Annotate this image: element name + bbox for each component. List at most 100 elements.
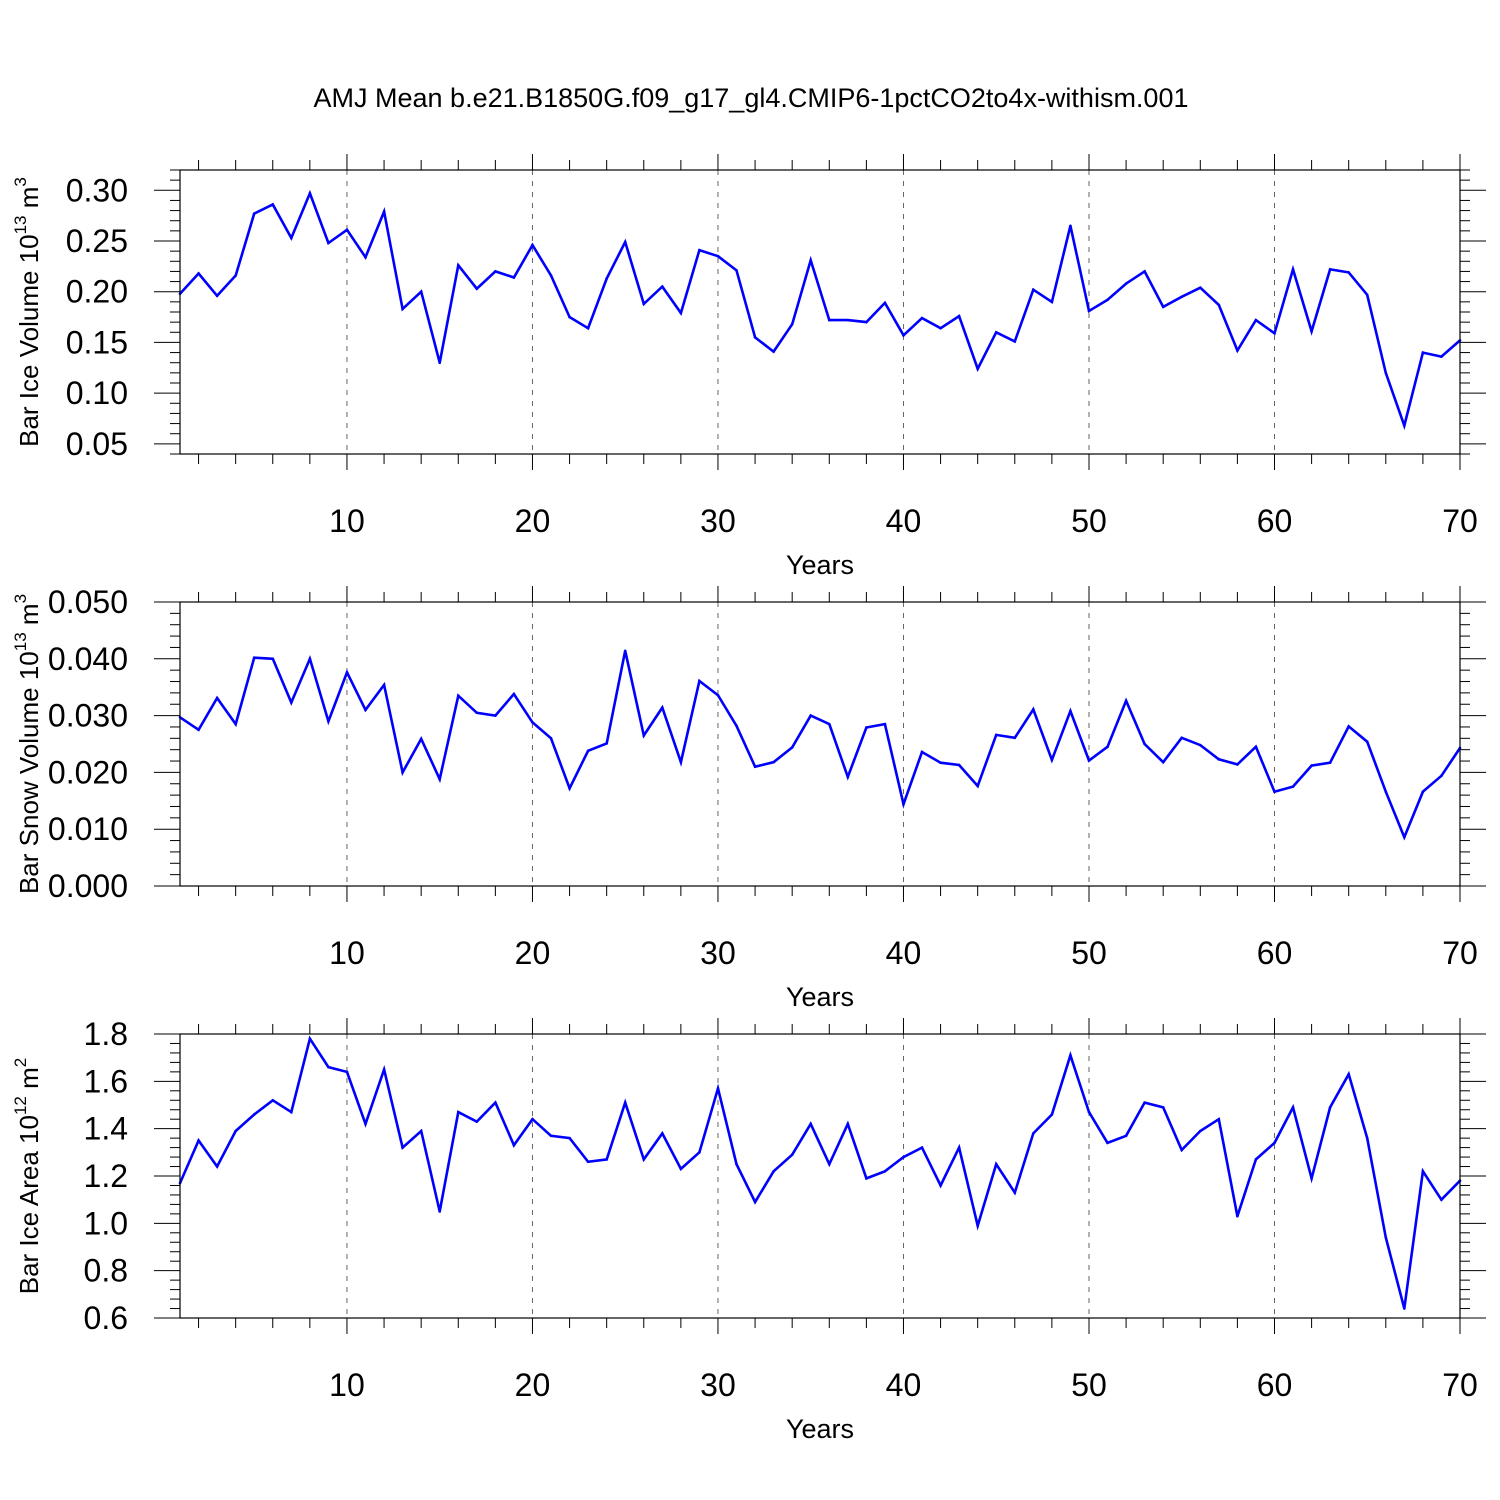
chart-1-labels: Years Bar Ice Volume 1013 m3	[11, 177, 854, 580]
chart-1-point	[531, 243, 534, 247]
chart-2-point	[939, 761, 942, 765]
chart-2-point	[883, 722, 887, 726]
chart-1-point	[661, 285, 664, 288]
chart-1-series-line	[179, 189, 1461, 431]
chart-1-point	[197, 272, 200, 275]
chart-2-point	[1310, 764, 1313, 767]
chart-1-point	[790, 322, 794, 326]
chart-2-xtick-label: 20	[515, 935, 551, 971]
chart-2-ytick-label: 0.010	[48, 811, 128, 847]
chart-2-ytick-label: 0.040	[48, 641, 128, 677]
chart-3-series	[178, 1035, 1462, 1310]
chart-3-point	[902, 1155, 905, 1159]
chart-2-point	[1069, 709, 1072, 713]
chart-2-point	[1198, 743, 1202, 747]
chart-3-point	[1384, 1236, 1388, 1239]
chart-1-point	[1198, 286, 1202, 289]
chart-2-point	[1254, 745, 1258, 749]
chart-1-point	[865, 320, 868, 324]
chart-3-point	[865, 1177, 868, 1180]
chart-2-point	[1143, 742, 1146, 746]
chart-1-point	[605, 277, 608, 280]
chart-1-point	[290, 236, 293, 240]
chart-3-labels: Years Bar Ice Area 1012 m2	[11, 1058, 854, 1444]
chart-1-point	[1421, 351, 1425, 354]
chart-1-point	[827, 318, 831, 322]
chart-3-point	[1106, 1141, 1109, 1145]
chart-2-point	[716, 693, 720, 697]
chart-2-point	[1403, 835, 1406, 839]
chart-3-point	[1180, 1148, 1184, 1152]
chart-3-point	[920, 1146, 924, 1149]
chart-3-point	[605, 1158, 608, 1161]
chart-3-point	[1403, 1307, 1406, 1310]
chart-3-ytick-label: 0.8	[84, 1253, 128, 1289]
chart-1-point	[679, 311, 683, 315]
chart-2-point	[790, 746, 794, 749]
chart-1-point	[846, 318, 850, 322]
chart-3-point	[1069, 1054, 1072, 1057]
chart-2-point	[438, 777, 442, 781]
chart-2-point	[623, 649, 627, 653]
chart-2-point	[271, 657, 275, 661]
chart-1-point	[1013, 340, 1017, 343]
chart-1-xlabel: Years	[786, 550, 854, 580]
chart-2-point	[549, 737, 553, 740]
chart-2-point	[215, 696, 219, 700]
chart-2-point	[976, 784, 979, 788]
chart-1-point	[1384, 371, 1388, 375]
chart-1-xtick-label: 60	[1257, 503, 1293, 539]
chart-3-point	[1310, 1177, 1313, 1180]
chart-2-point	[957, 763, 961, 767]
chart-1-point	[512, 276, 516, 279]
chart-2-point	[920, 750, 924, 754]
chart-3-point	[698, 1151, 701, 1154]
chart-1-point	[1440, 355, 1443, 358]
chart-3-point	[1291, 1106, 1295, 1109]
chart-1-gridlines	[346, 170, 1275, 454]
chart-3-point	[846, 1122, 850, 1126]
chart-2-point	[234, 722, 237, 726]
chart-1-point	[994, 330, 998, 334]
panels: 10 20 30 40 50 60 700.050.100.150.200.250.30Ye…	[11, 154, 1486, 1444]
chart-1-point	[1328, 268, 1332, 271]
chart-1-point	[716, 254, 720, 258]
chart-2-point	[772, 760, 775, 764]
chart-1-point	[920, 316, 924, 320]
chart-2-point	[1421, 790, 1425, 794]
chart-3-xlabel: Years	[786, 1414, 854, 1444]
chart-3-ytick-label: 1.0	[84, 1205, 128, 1241]
chart-2-point	[1013, 736, 1017, 740]
chart-1-plot-frame	[179, 169, 1461, 455]
chart-2-point	[252, 656, 256, 659]
chart-2-point	[327, 719, 330, 723]
chart-3-point	[512, 1143, 516, 1147]
chart-2-point	[1347, 725, 1350, 728]
chart-2-ylabel: Bar Snow Volume 1013 m3	[11, 594, 44, 894]
chart-3-point	[1440, 1198, 1443, 1201]
chart-3-point	[345, 1070, 349, 1074]
chart-3-ytick-label: 1.2	[84, 1158, 128, 1194]
chart-2-point	[456, 694, 460, 698]
chart-1-point	[1217, 303, 1221, 307]
chart-1-point	[586, 326, 590, 330]
chart-2-point	[827, 722, 831, 726]
chart-3-point	[1365, 1136, 1369, 1140]
chart-2-point	[1440, 774, 1443, 778]
chart-2-point	[753, 765, 757, 769]
chart-1-xtick-label: 50	[1071, 503, 1107, 539]
chart-1-point	[1124, 282, 1128, 285]
chart-2-point	[661, 706, 664, 709]
chart-2-point	[902, 802, 905, 806]
chart-3-point	[1328, 1106, 1332, 1109]
chart-1-point	[382, 210, 386, 213]
figure-title: AMJ Mean b.e21.B1850G.f09_g17_gl4.CMIP6-…	[314, 83, 1189, 113]
chart-3-point	[382, 1068, 386, 1071]
chart-3-point	[1087, 1110, 1091, 1114]
chart-1-point	[215, 294, 219, 298]
chart-3-point	[827, 1162, 831, 1166]
chart-1-ytick-label: 0.25	[66, 223, 128, 259]
chart-2-point	[1050, 758, 1054, 762]
chart-3-ylabel: Bar Ice Area 1012 m2	[11, 1058, 44, 1295]
chart-3-xtick-label: 10	[329, 1367, 365, 1403]
